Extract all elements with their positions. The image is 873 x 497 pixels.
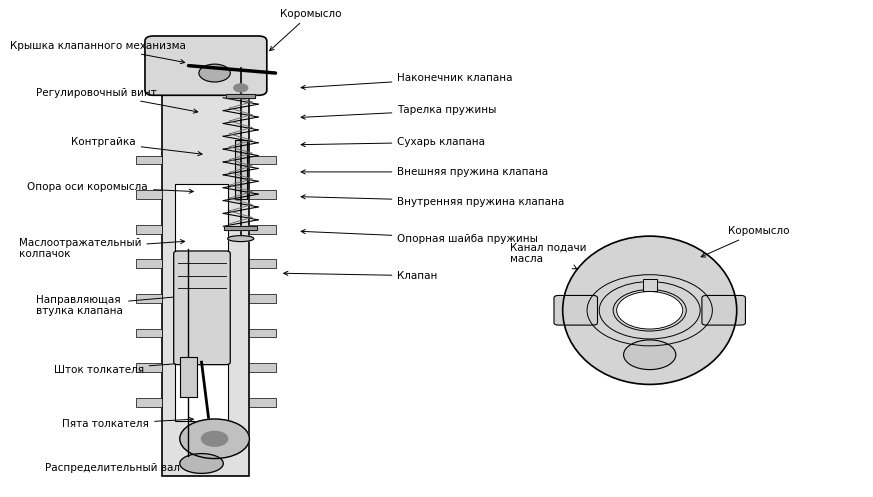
Text: Крышка клапанного механизма: Крышка клапанного механизма (10, 41, 186, 64)
FancyBboxPatch shape (174, 251, 230, 365)
Text: Внутренняя пружина клапана: Внутренняя пружина клапана (301, 195, 565, 207)
Bar (136, 329, 162, 337)
Text: Наконечник клапана: Наконечник клапана (301, 73, 512, 89)
Text: Коромысло: Коромысло (701, 226, 789, 257)
Circle shape (202, 431, 228, 446)
FancyBboxPatch shape (702, 295, 746, 325)
Bar (250, 363, 276, 372)
Text: Внешняя пружина клапана: Внешняя пружина клапана (301, 167, 548, 177)
Bar (136, 156, 162, 165)
Bar (226, 94, 256, 98)
Circle shape (180, 419, 250, 459)
Bar (175, 184, 228, 421)
Bar (250, 398, 276, 407)
Text: Канал подачи
масла: Канал подачи масла (511, 243, 587, 269)
Text: Шток толкателя: Шток толкателя (53, 361, 193, 375)
Text: Опорная шайба пружины: Опорная шайба пружины (301, 230, 539, 244)
Text: Опора оси коромысла: Опора оси коромысла (27, 182, 193, 193)
Text: Направляющая
втулка клапана: Направляющая втулка клапана (36, 294, 189, 316)
Bar (250, 190, 276, 199)
Bar (250, 156, 276, 165)
Bar (250, 225, 276, 234)
Text: Регулировочный винт: Регулировочный винт (36, 88, 198, 113)
Bar (136, 398, 162, 407)
Text: Коромысло: Коромысло (270, 8, 341, 51)
Bar (250, 294, 276, 303)
Ellipse shape (623, 340, 676, 370)
Ellipse shape (563, 236, 737, 384)
Bar (224, 226, 258, 230)
Text: Распределительный вал: Распределительный вал (45, 461, 202, 474)
Circle shape (199, 64, 230, 82)
Bar (136, 363, 162, 372)
Text: Маслоотражательный
колпачок: Маслоотражательный колпачок (19, 238, 184, 259)
Bar (224, 226, 258, 230)
Text: Контргайка: Контргайка (71, 137, 202, 156)
Bar (136, 225, 162, 234)
FancyBboxPatch shape (162, 61, 250, 476)
Bar (180, 357, 197, 397)
Text: Тарелка пружины: Тарелка пружины (301, 105, 497, 119)
FancyBboxPatch shape (145, 36, 267, 95)
Bar (136, 259, 162, 268)
Bar (136, 190, 162, 199)
Ellipse shape (228, 236, 254, 242)
Circle shape (234, 84, 248, 92)
Bar (250, 259, 276, 268)
Bar (235, 140, 247, 199)
FancyBboxPatch shape (643, 279, 656, 292)
Bar (250, 329, 276, 337)
Ellipse shape (180, 454, 223, 473)
FancyBboxPatch shape (554, 295, 597, 325)
Text: Сухарь клапана: Сухарь клапана (301, 137, 485, 147)
Bar (226, 94, 256, 98)
Text: Пята толкателя: Пята толкателя (62, 417, 193, 429)
Text: Клапан: Клапан (284, 271, 437, 281)
Bar (136, 294, 162, 303)
Circle shape (616, 292, 683, 329)
